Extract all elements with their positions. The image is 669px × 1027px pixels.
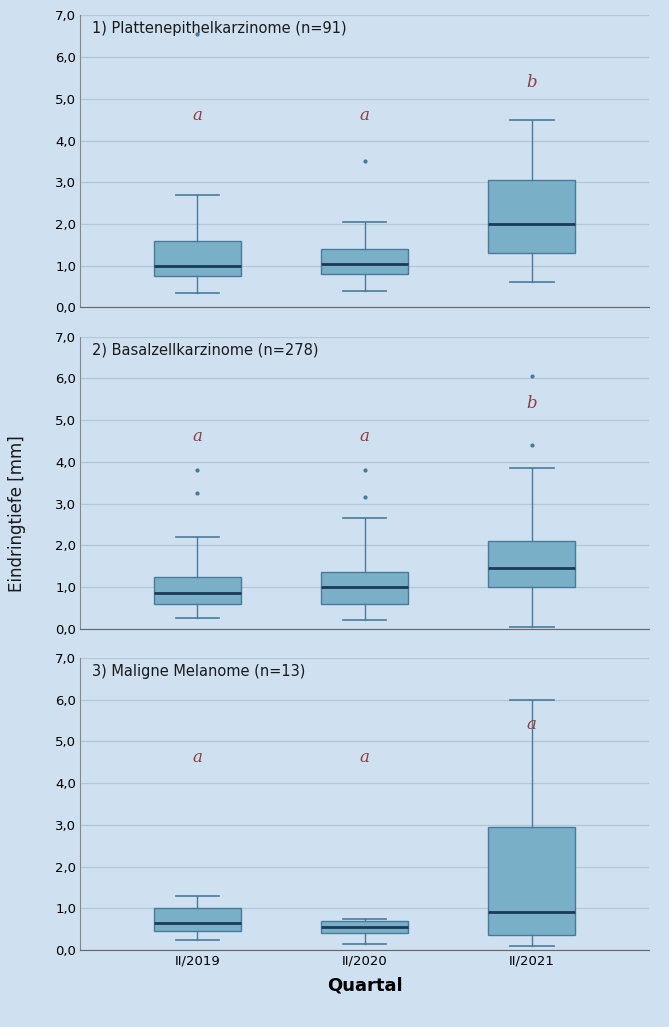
Text: b: b bbox=[527, 394, 537, 412]
Text: a: a bbox=[360, 428, 369, 445]
PathPatch shape bbox=[154, 576, 241, 604]
PathPatch shape bbox=[321, 572, 408, 604]
Text: 3) Maligne Melanome (n=13): 3) Maligne Melanome (n=13) bbox=[92, 663, 305, 679]
Text: Eindringtiefe [mm]: Eindringtiefe [mm] bbox=[8, 435, 25, 592]
PathPatch shape bbox=[488, 541, 575, 587]
PathPatch shape bbox=[154, 240, 241, 276]
PathPatch shape bbox=[321, 249, 408, 274]
PathPatch shape bbox=[321, 921, 408, 934]
X-axis label: Quartal: Quartal bbox=[326, 977, 403, 994]
Text: b: b bbox=[527, 74, 537, 90]
PathPatch shape bbox=[488, 180, 575, 254]
Text: a: a bbox=[193, 107, 202, 124]
Text: a: a bbox=[193, 750, 202, 766]
Text: a: a bbox=[360, 750, 369, 766]
Text: a: a bbox=[193, 428, 202, 445]
Text: a: a bbox=[527, 716, 537, 733]
Text: a: a bbox=[360, 107, 369, 124]
Text: 1) Plattenepithelkarzinome (n=91): 1) Plattenepithelkarzinome (n=91) bbox=[92, 22, 347, 36]
Text: 2) Basalzellkarzinome (n=278): 2) Basalzellkarzinome (n=278) bbox=[92, 343, 318, 357]
PathPatch shape bbox=[488, 827, 575, 936]
PathPatch shape bbox=[154, 908, 241, 931]
